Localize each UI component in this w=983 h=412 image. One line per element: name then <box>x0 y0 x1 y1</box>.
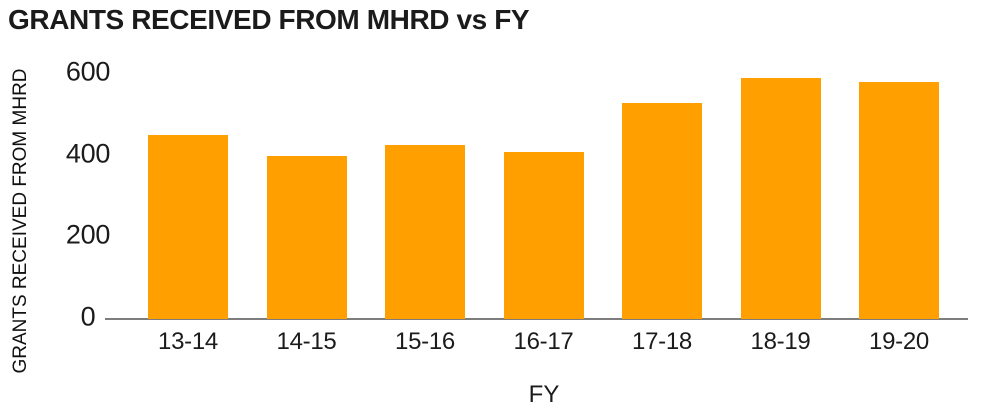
x-axis-title: FY <box>528 381 560 408</box>
y-tick-label: 200 <box>65 219 111 250</box>
y-tick-label: 600 <box>65 56 111 87</box>
bar-19-20 <box>859 82 939 319</box>
y-tick-label: 0 <box>80 301 96 332</box>
x-tick-label-17-18: 17-18 <box>632 328 692 355</box>
bar-17-18 <box>622 102 702 319</box>
x-tick-label-15-16: 15-16 <box>395 328 455 355</box>
chart-title: GRANTS RECEIVED FROM MHRD vs FY <box>8 4 530 35</box>
y-tick-label: 400 <box>65 138 111 169</box>
bar-18-19 <box>740 78 821 319</box>
x-tick-label-13-14: 13-14 <box>158 328 218 355</box>
x-tick-label-19-20: 19-20 <box>869 328 929 355</box>
bar-14-15 <box>266 155 347 319</box>
bar-13-14 <box>148 135 228 319</box>
x-tick-label-18-19: 18-19 <box>750 328 811 355</box>
x-axis-line <box>105 318 968 320</box>
bar-15-16 <box>385 145 465 319</box>
x-tick-label-16-17: 16-17 <box>513 328 574 355</box>
x-tick-label-14-15: 14-15 <box>276 328 337 355</box>
bar-16-17 <box>503 151 584 319</box>
